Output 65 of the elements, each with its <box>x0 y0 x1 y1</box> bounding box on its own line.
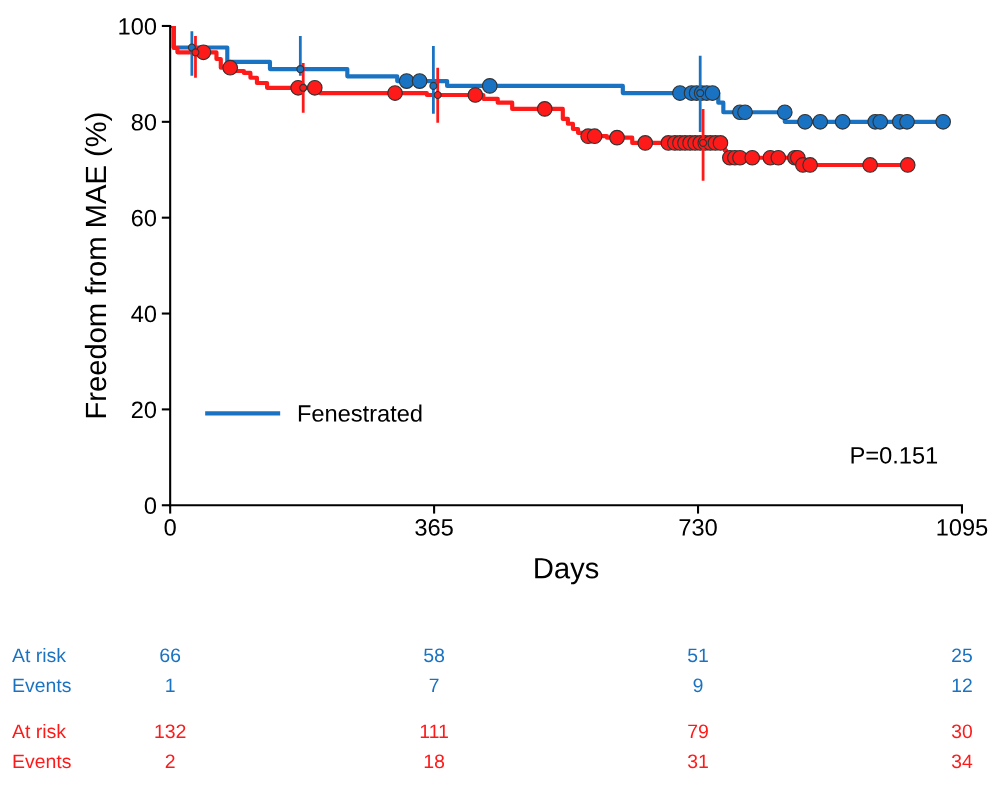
point <box>299 83 308 92</box>
point <box>899 113 915 130</box>
text: At risk <box>12 723 67 739</box>
point <box>899 157 916 173</box>
text: Events <box>13 678 71 693</box>
text: 79 <box>688 724 708 739</box>
point <box>770 149 787 166</box>
x-tick-label: 0 <box>164 519 176 536</box>
point <box>398 73 415 89</box>
point <box>812 113 829 130</box>
text: 31 <box>687 754 708 769</box>
text: At risk <box>12 647 67 663</box>
text: 18 <box>424 754 445 769</box>
point <box>637 135 654 151</box>
text: 111 <box>420 724 448 739</box>
point <box>429 81 438 90</box>
x-axis-title: Days <box>535 558 599 585</box>
text: Events <box>13 754 71 769</box>
point <box>935 113 951 130</box>
point <box>872 113 889 130</box>
text: 34 <box>951 754 973 769</box>
x-tick-label: 730 <box>679 519 717 536</box>
y-tick-label: 60 <box>131 209 157 227</box>
point <box>306 79 323 96</box>
point <box>802 157 818 173</box>
y-tick-label: 100 <box>119 18 157 35</box>
point <box>797 113 813 130</box>
point <box>776 104 793 121</box>
text: 25 <box>952 648 972 663</box>
point <box>586 128 603 145</box>
text: 1 <box>166 678 175 693</box>
point <box>862 157 878 173</box>
text: 58 <box>424 648 445 663</box>
text: 66 <box>160 648 181 663</box>
point <box>467 87 484 103</box>
point <box>744 149 761 166</box>
y-tick-label: 80 <box>131 113 157 131</box>
text: 132 <box>155 724 186 739</box>
point <box>536 101 553 117</box>
x-tick-label: 365 <box>415 519 453 536</box>
point <box>704 85 721 101</box>
point <box>834 113 851 130</box>
point <box>411 73 428 89</box>
point <box>222 59 239 76</box>
text: 51 <box>688 648 708 663</box>
text: 30 <box>951 724 973 739</box>
y-axis-title: Freedom from MAE (%) <box>84 113 113 418</box>
text: 2 <box>165 754 175 769</box>
text: 7 <box>429 678 439 693</box>
point <box>712 135 729 151</box>
y-tick-label: 0 <box>144 497 157 515</box>
y-tick-label: 40 <box>131 305 157 323</box>
point <box>481 78 498 94</box>
annotation: P=0.151 <box>851 446 938 464</box>
point <box>296 65 305 74</box>
x-tick-label: 1095 <box>937 519 988 536</box>
point <box>737 104 753 121</box>
point <box>609 129 625 146</box>
legend-label: Fenestrated <box>298 404 422 422</box>
y-tick-label: 20 <box>131 401 157 419</box>
point <box>387 85 403 101</box>
text: 9 <box>693 678 703 693</box>
text: 12 <box>952 678 972 693</box>
point <box>433 90 442 100</box>
point <box>191 48 200 57</box>
